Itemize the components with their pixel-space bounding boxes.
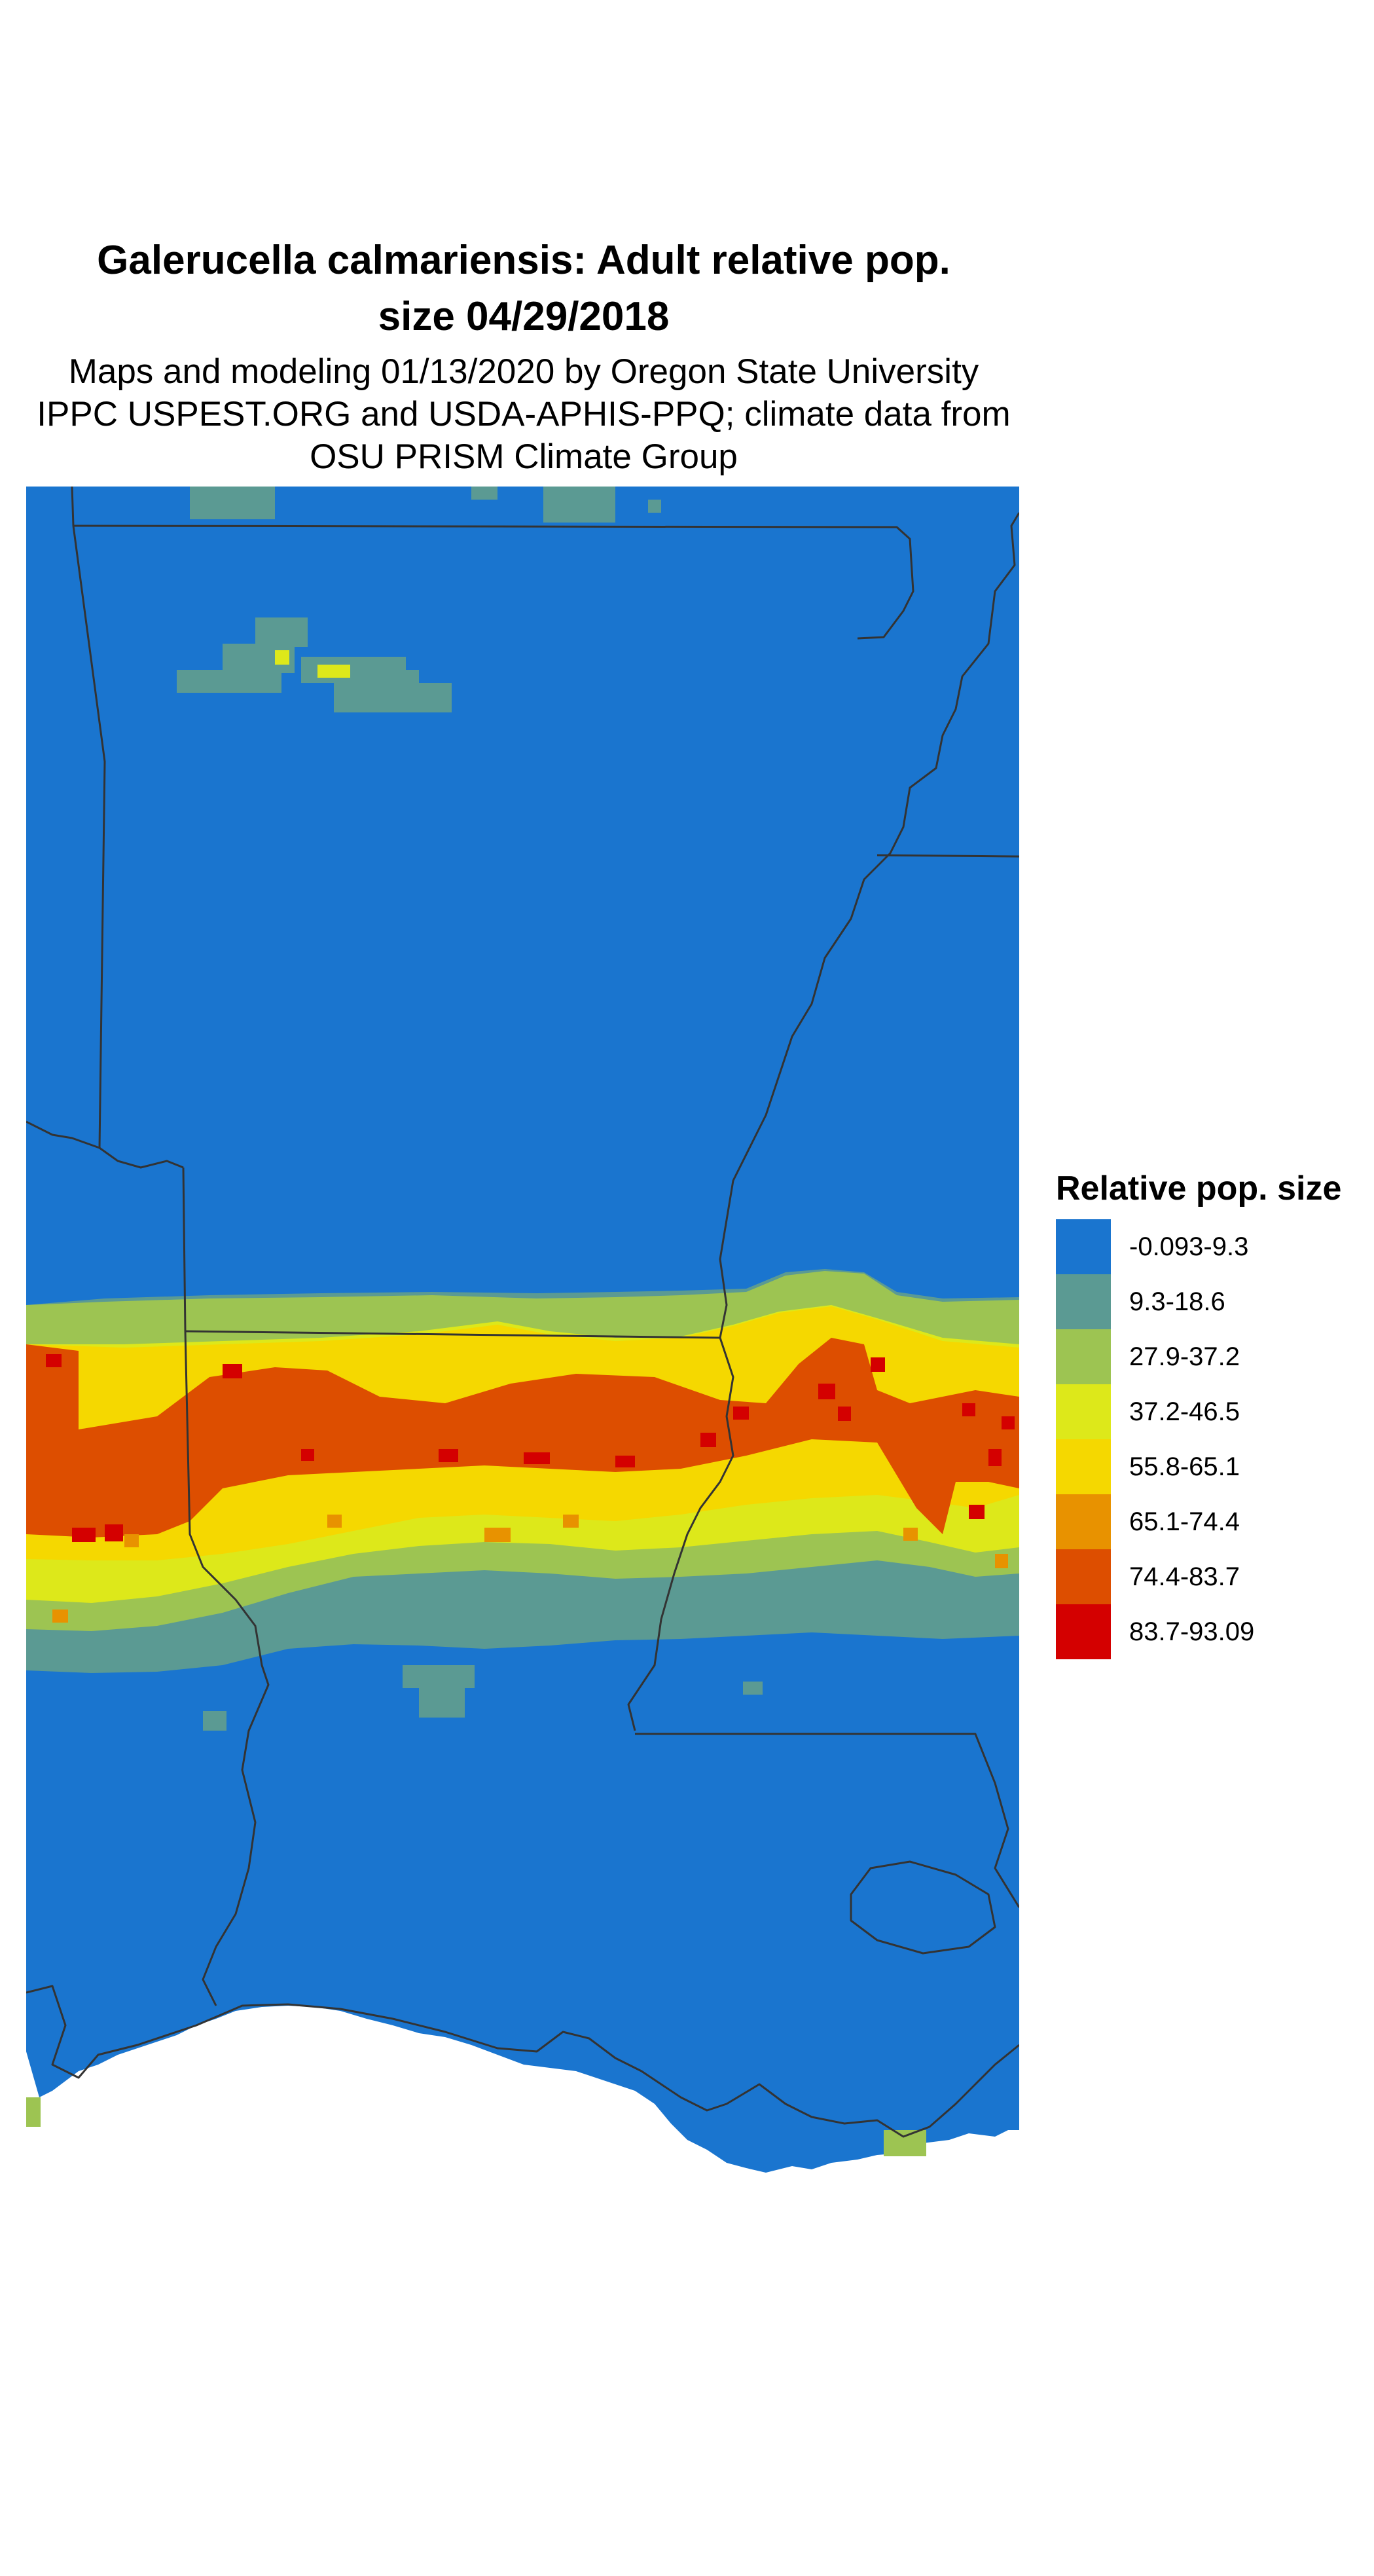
legend-swatch — [1056, 1549, 1111, 1604]
map-title: Galerucella calmariensis: Adult relative… — [0, 232, 1047, 345]
legend-list: -0.093-9.3 9.3-18.6 27.9-37.2 37.2-46.5 55.8… — [1056, 1219, 1370, 1659]
gulf-coast-water — [26, 2006, 1019, 2177]
legend-item: -0.093-9.3 — [1056, 1219, 1370, 1274]
map-subtitle-line-3: OSU PRISM Climate Group — [310, 437, 738, 476]
map-title-line-2: size 04/29/2018 — [378, 294, 670, 339]
legend-item: 37.2-46.5 — [1056, 1384, 1370, 1439]
legend-swatch — [1056, 1439, 1111, 1494]
legend-swatch — [1056, 1329, 1111, 1384]
map-subtitle: Maps and modeling 01/13/2020 by Oregon S… — [0, 350, 1047, 478]
band-red-spots — [46, 1354, 1015, 1542]
population-map — [26, 487, 1019, 2177]
legend-label: 27.9-37.2 — [1129, 1342, 1240, 1371]
legend-label: 37.2-46.5 — [1129, 1397, 1240, 1426]
map-subtitle-line-1: Maps and modeling 01/13/2020 by Oregon S… — [68, 352, 979, 391]
legend-label: -0.093-9.3 — [1129, 1232, 1249, 1261]
legend-item: 74.4-83.7 — [1056, 1549, 1370, 1604]
legend-label: 65.1-74.4 — [1129, 1507, 1240, 1536]
band-orange-spots — [52, 1515, 1008, 1623]
legend-swatch — [1056, 1274, 1111, 1329]
legend-item: 27.9-37.2 — [1056, 1329, 1370, 1384]
legend-swatch — [1056, 1604, 1111, 1659]
map-subtitle-line-2: IPPC USPEST.ORG and USDA-APHIS-PPQ; clim… — [37, 395, 1011, 433]
coast-green-patch-west — [26, 2097, 41, 2127]
legend-swatch — [1056, 1384, 1111, 1439]
legend-swatch — [1056, 1219, 1111, 1274]
legend-label: 55.8-65.1 — [1129, 1452, 1240, 1481]
legend-label: 74.4-83.7 — [1129, 1562, 1240, 1591]
legend-title: Relative pop. size — [1056, 1169, 1342, 1207]
coast-green-patch-east — [884, 2130, 926, 2156]
legend-label: 9.3-18.6 — [1129, 1287, 1225, 1316]
legend-label: 83.7-93.09 — [1129, 1617, 1255, 1646]
legend: Relative pop. size -0.093-9.3 9.3-18.6 27.… — [1056, 1166, 1370, 1659]
legend-item: 65.1-74.4 — [1056, 1494, 1370, 1549]
legend-item: 55.8-65.1 — [1056, 1439, 1370, 1494]
legend-item: 9.3-18.6 — [1056, 1274, 1370, 1329]
band-red-orange — [26, 1338, 1019, 1537]
legend-item: 83.7-93.09 — [1056, 1604, 1370, 1659]
state-boundaries — [26, 487, 1019, 2138]
legend-swatch — [1056, 1494, 1111, 1549]
yellow-spots-north — [275, 650, 350, 678]
teal-patches-south — [203, 1665, 763, 1731]
map-title-line-1: Galerucella calmariensis: Adult relative… — [97, 238, 950, 283]
